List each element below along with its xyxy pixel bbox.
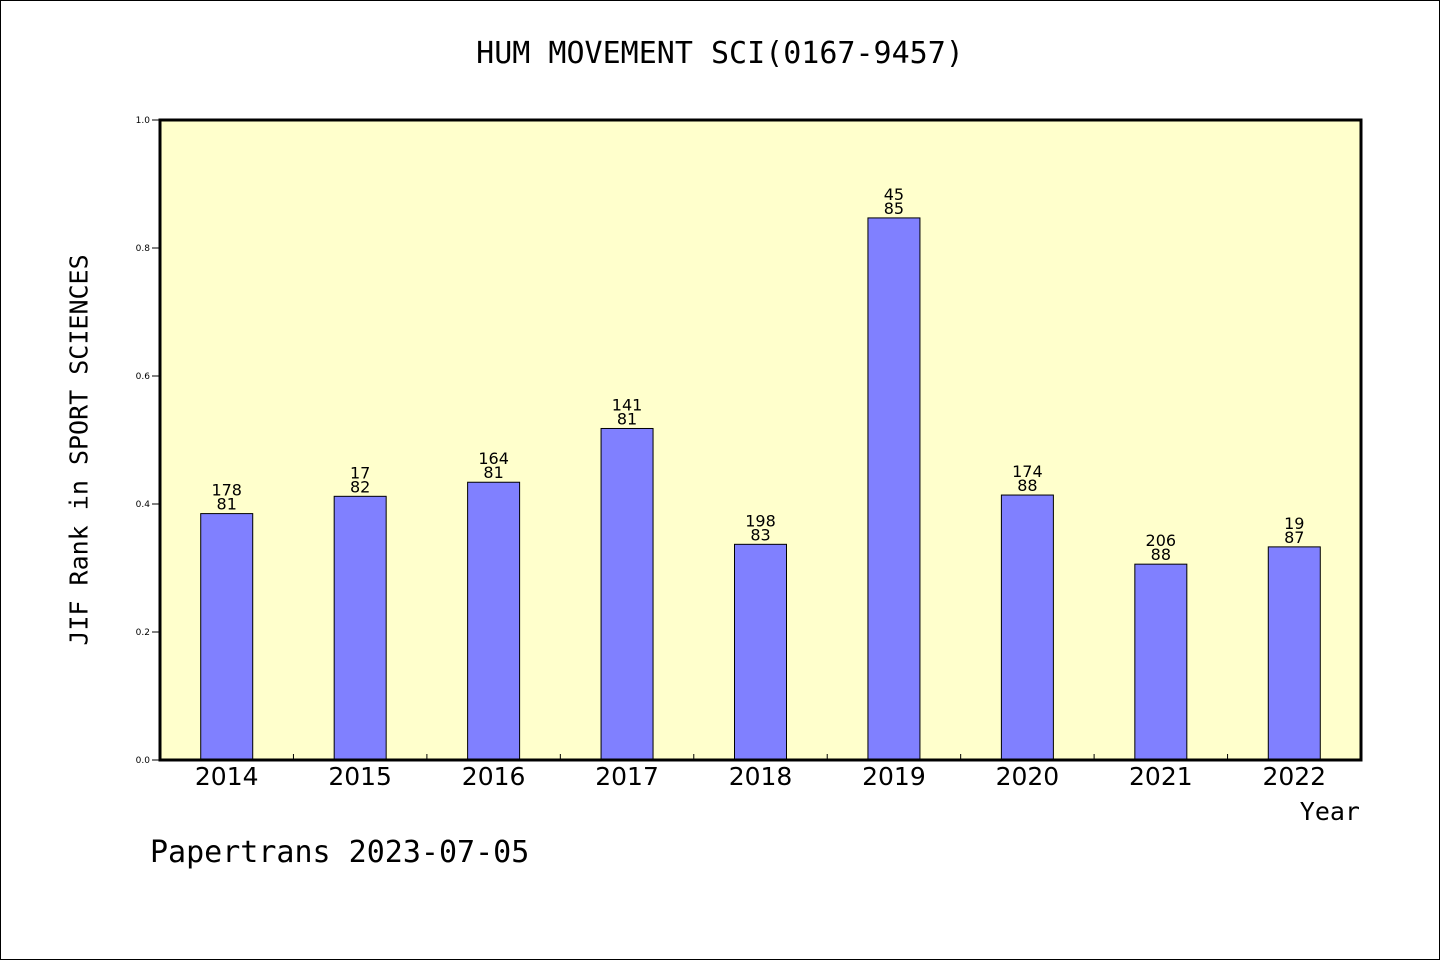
bar-label-bottom: 82 bbox=[350, 477, 370, 496]
bar-label-bottom: 81 bbox=[483, 463, 503, 482]
x-tick-label: 2021 bbox=[1129, 762, 1193, 791]
y-tick-label: 1.0 bbox=[136, 116, 151, 126]
bar-2016 bbox=[467, 481, 521, 761]
bar-2017 bbox=[600, 427, 654, 761]
bar-2018 bbox=[734, 543, 787, 761]
x-tick-label: 2020 bbox=[996, 762, 1060, 791]
x-tick-label: 2019 bbox=[862, 762, 926, 791]
footer-credit: Papertrans 2023-07-05 bbox=[150, 835, 530, 870]
y-tick-label: 0.0 bbox=[136, 756, 151, 766]
x-axis-title: Year bbox=[1299, 797, 1360, 826]
bar-2015 bbox=[333, 495, 387, 761]
x-tick-label: 2014 bbox=[195, 762, 259, 791]
bar-label-bottom: 81 bbox=[617, 409, 637, 428]
x-tick-label: 2022 bbox=[1262, 762, 1326, 791]
bar-label-bottom: 88 bbox=[1151, 545, 1171, 564]
x-tick-label: 2018 bbox=[729, 762, 793, 791]
bar-label-top: 178 bbox=[211, 481, 242, 500]
plot-border bbox=[158, 118, 1363, 762]
bar-label-bottom: 83 bbox=[750, 525, 770, 544]
bar-label-top: 45 bbox=[884, 185, 904, 204]
bar-label-bottom: 87 bbox=[1284, 528, 1304, 547]
chart-title: HUM MOVEMENT SCI(0167-9457) bbox=[476, 36, 964, 71]
bar-label-bottom: 85 bbox=[884, 199, 904, 218]
y-tick-label: 0.2 bbox=[136, 628, 150, 638]
bar-label-top: 19 bbox=[1284, 514, 1304, 533]
bar-label-top: 198 bbox=[745, 511, 776, 530]
bar-2014 bbox=[200, 513, 254, 761]
bar-2020 bbox=[1000, 494, 1054, 761]
bar-2021 bbox=[1134, 563, 1188, 761]
bar-label-top: 141 bbox=[612, 395, 643, 414]
bar-label-top: 174 bbox=[1012, 462, 1043, 481]
x-tick-label: 2015 bbox=[328, 762, 392, 791]
bar-label-bottom: 81 bbox=[217, 495, 237, 514]
x-tick-label: 2017 bbox=[595, 762, 659, 791]
bar-2019 bbox=[867, 217, 921, 761]
y-tick-label: 0.8 bbox=[136, 244, 151, 254]
bar-label-top: 164 bbox=[478, 449, 509, 468]
x-tick-label: 2016 bbox=[462, 762, 526, 791]
bar-label-bottom: 88 bbox=[1017, 476, 1037, 495]
bar-label-top: 17 bbox=[350, 463, 370, 482]
bar-2022 bbox=[1267, 546, 1321, 761]
bar-label-top: 206 bbox=[1146, 531, 1177, 550]
y-tick-label: 0.4 bbox=[136, 500, 151, 510]
y-tick-label: 0.6 bbox=[136, 372, 151, 382]
